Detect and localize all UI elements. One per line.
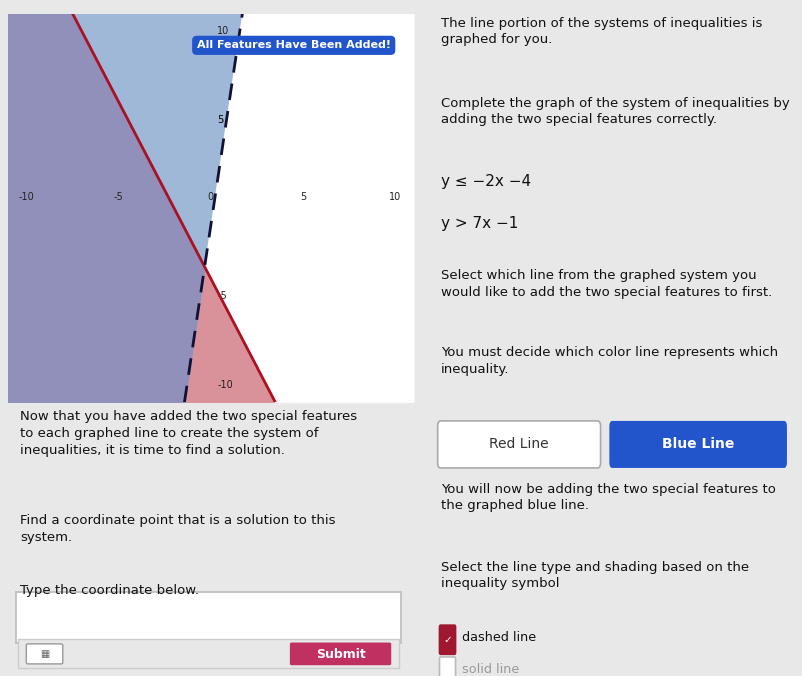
Text: 5: 5	[299, 192, 306, 201]
Text: Now that you have added the two special features
to each graphed line to create : Now that you have added the two special …	[20, 410, 357, 457]
Text: -10: -10	[18, 192, 34, 201]
Text: -5: -5	[114, 192, 124, 201]
Text: dashed line: dashed line	[461, 631, 535, 644]
Text: Red Line: Red Line	[488, 437, 549, 452]
Text: ▦: ▦	[40, 649, 49, 659]
Text: Complete the graph of the system of inequalities by
adding the two special featu: Complete the graph of the system of ineq…	[440, 97, 788, 126]
Text: Select the line type and shading based on the
inequality symbol: Select the line type and shading based o…	[440, 560, 747, 590]
Text: All Features Have Been Added!: All Features Have Been Added!	[196, 41, 391, 50]
Text: You will now be adding the two special features to
the graphed blue line.: You will now be adding the two special f…	[440, 483, 775, 512]
FancyBboxPatch shape	[26, 644, 63, 664]
Text: Find a coordinate point that is a solution to this
system.: Find a coordinate point that is a soluti…	[20, 514, 335, 544]
Text: Type the coordinate below.: Type the coordinate below.	[20, 584, 199, 597]
Text: 5: 5	[217, 114, 223, 124]
Text: Submit: Submit	[315, 648, 365, 660]
Text: 10: 10	[217, 26, 229, 37]
Text: y ≤ −2x −4: y ≤ −2x −4	[440, 174, 530, 189]
Text: y > 7x −1: y > 7x −1	[440, 216, 517, 231]
Text: -10: -10	[217, 379, 233, 389]
FancyBboxPatch shape	[290, 642, 391, 665]
FancyBboxPatch shape	[609, 421, 786, 468]
Text: The line portion of the systems of inequalities is
graphed for you.: The line portion of the systems of inequ…	[440, 17, 761, 46]
FancyBboxPatch shape	[16, 592, 401, 642]
Text: You must decide which color line represents which
inequality.: You must decide which color line represe…	[440, 346, 776, 376]
FancyBboxPatch shape	[439, 657, 455, 676]
Text: 0: 0	[208, 192, 213, 201]
Text: ✓: ✓	[443, 635, 452, 645]
Text: Blue Line: Blue Line	[661, 437, 733, 452]
Text: 10: 10	[388, 192, 401, 201]
FancyBboxPatch shape	[18, 639, 399, 668]
Text: Select which line from the graphed system you
would like to add the two special : Select which line from the graphed syste…	[440, 269, 771, 299]
Text: solid line: solid line	[461, 663, 518, 676]
FancyBboxPatch shape	[437, 421, 600, 468]
Text: -5: -5	[217, 291, 227, 301]
FancyBboxPatch shape	[439, 625, 455, 654]
Text: 5: 5	[217, 114, 223, 124]
